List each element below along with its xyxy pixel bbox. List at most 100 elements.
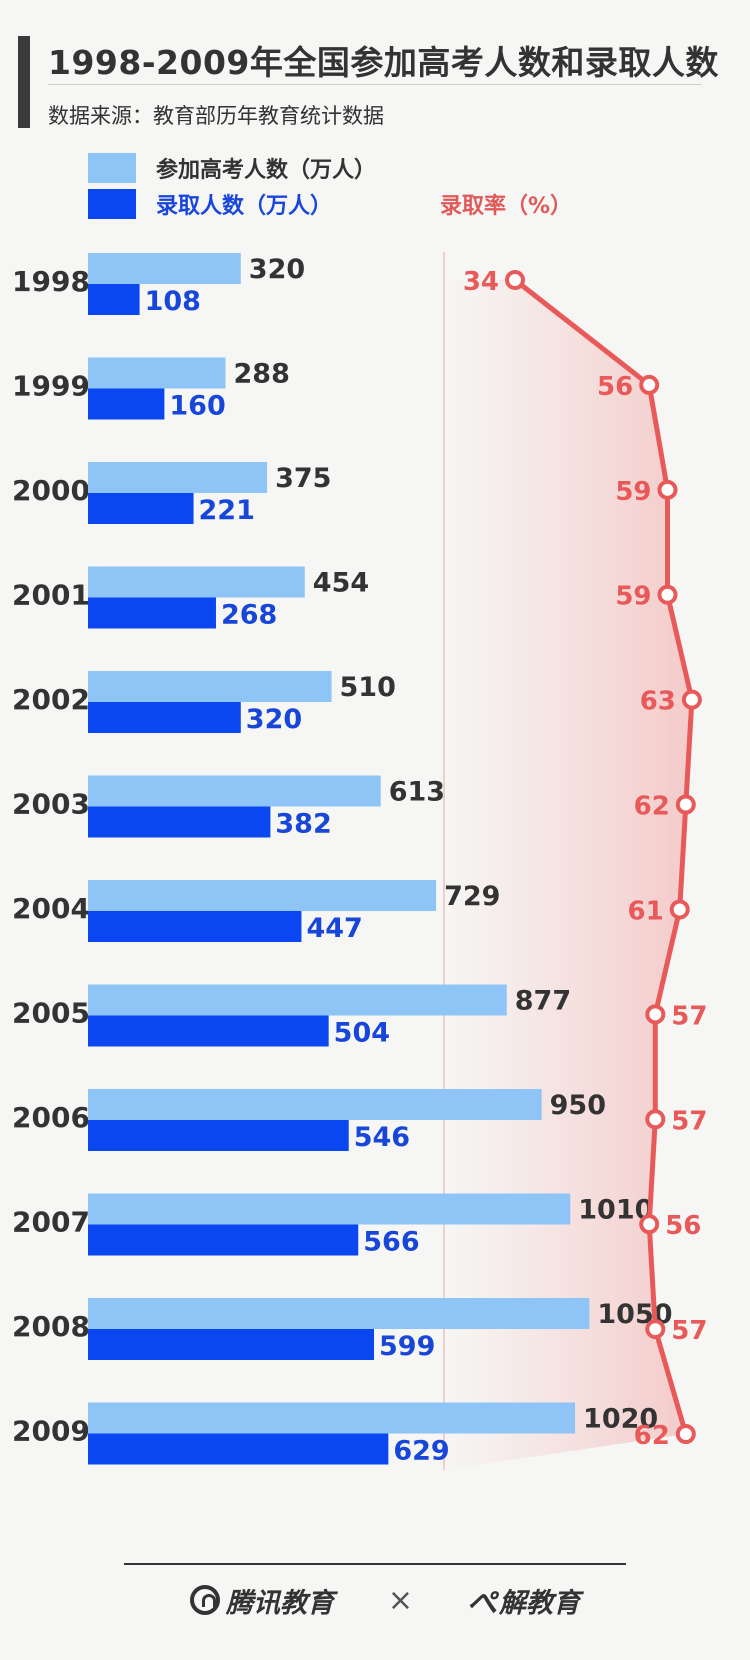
year-label: 2005 bbox=[12, 997, 90, 1030]
rate-value-label: 56 bbox=[665, 1211, 701, 1241]
year-label: 2009 bbox=[12, 1415, 90, 1448]
rate-value-label: 57 bbox=[671, 1001, 707, 1031]
bar-applicants bbox=[88, 1298, 590, 1329]
bar-applicants bbox=[88, 1089, 542, 1120]
bar-admitted-value: 160 bbox=[169, 391, 225, 422]
bar-applicants-value: 950 bbox=[550, 1090, 606, 1121]
rate-point bbox=[645, 1319, 666, 1340]
rate-value-label: 59 bbox=[615, 582, 651, 612]
legend-applicants: 参加高考人数（万人） bbox=[88, 152, 376, 184]
bar-applicants bbox=[88, 984, 507, 1016]
brand-jiejiaoyu-label: 解教育 bbox=[498, 1587, 580, 1619]
bar-applicants bbox=[88, 1402, 576, 1434]
bar-admitted-value: 566 bbox=[363, 1227, 419, 1258]
rate-value-label: 63 bbox=[640, 687, 676, 717]
bar-applicants-value: 1020 bbox=[583, 1404, 658, 1435]
legend-swatch-applicants bbox=[88, 153, 136, 183]
bar-applicants bbox=[88, 357, 226, 389]
year-label: 2008 bbox=[12, 1310, 90, 1343]
year-label: 1998 bbox=[12, 265, 90, 298]
rate-point bbox=[505, 270, 525, 290]
brand-jiejiaoyu: ぺ 解教育 bbox=[467, 1578, 580, 1622]
bar-applicants bbox=[88, 671, 332, 702]
year-label: 2002 bbox=[12, 683, 90, 716]
bar-admitted bbox=[88, 702, 241, 733]
separator-icon: × bbox=[387, 1582, 414, 1618]
rate-value-label: 61 bbox=[628, 896, 664, 926]
title-divider bbox=[48, 84, 702, 85]
bar-admitted bbox=[88, 1433, 389, 1465]
rate-area bbox=[444, 280, 692, 1470]
bar-applicants bbox=[88, 253, 241, 284]
rate-point bbox=[657, 584, 678, 605]
bar-admitted bbox=[88, 284, 140, 315]
legend-swatch-admitted bbox=[88, 189, 136, 219]
rate-point bbox=[645, 1004, 666, 1025]
year-label: 2004 bbox=[12, 892, 90, 925]
bar-admitted-value: 320 bbox=[246, 704, 302, 735]
rate-line bbox=[513, 278, 695, 1435]
rate-value-label: 56 bbox=[597, 372, 633, 402]
rate-point bbox=[639, 1214, 660, 1235]
rate-value-label: 62 bbox=[634, 1421, 670, 1451]
bar-admitted-value: 108 bbox=[145, 286, 201, 317]
bar-admitted bbox=[88, 493, 194, 524]
rate-point bbox=[669, 899, 690, 920]
bar-admitted-value: 382 bbox=[275, 809, 331, 840]
footer-divider bbox=[124, 1563, 626, 1565]
rate-point bbox=[645, 1109, 666, 1130]
rate-value-label: 34 bbox=[463, 267, 499, 297]
bar-admitted-value: 546 bbox=[354, 1122, 410, 1153]
bar-applicants bbox=[88, 1193, 571, 1225]
bar-applicants-value: 877 bbox=[515, 986, 571, 1017]
legend-label-admitted: 录取人数（万人） bbox=[156, 194, 333, 219]
rate-value-label: 59 bbox=[615, 477, 651, 507]
footer: 腾讯教育 × ぺ 解教育 bbox=[190, 1575, 580, 1625]
year-label: 2001 bbox=[12, 579, 90, 612]
bar-admitted bbox=[88, 388, 165, 420]
bar-applicants bbox=[88, 566, 305, 598]
rate-point bbox=[681, 689, 702, 710]
brand-tencent: 腾讯教育 bbox=[190, 1581, 334, 1620]
rate-point bbox=[639, 374, 660, 395]
data-source: 数据来源：教育部历年教育统计数据 bbox=[48, 104, 384, 128]
bar-admitted bbox=[88, 1015, 329, 1047]
bar-applicants bbox=[88, 462, 268, 493]
year-label: 2003 bbox=[12, 788, 90, 821]
bar-admitted-value: 599 bbox=[379, 1331, 435, 1362]
legend-label-rate: 录取率（%） bbox=[440, 194, 573, 219]
bar-admitted bbox=[88, 1329, 375, 1360]
bar-admitted bbox=[88, 1224, 359, 1256]
brand-tencent-label: 腾讯教育 bbox=[226, 1587, 334, 1619]
chart-title: 1998-2009年全国参加高考人数和录取人数 bbox=[48, 43, 719, 82]
bar-applicants-value: 729 bbox=[444, 881, 500, 912]
bar-admitted bbox=[88, 1120, 349, 1151]
bar-applicants bbox=[88, 880, 437, 911]
bar-admitted bbox=[88, 911, 302, 942]
bar-admitted-value: 447 bbox=[306, 913, 362, 944]
rate-point bbox=[657, 479, 678, 500]
year-label: 2006 bbox=[12, 1101, 90, 1134]
rate-value-label: 57 bbox=[671, 1106, 707, 1136]
legend-admitted: 录取人数（万人） bbox=[88, 188, 332, 220]
title-accent-bar bbox=[18, 36, 30, 128]
bar-admitted-value: 504 bbox=[334, 1018, 390, 1049]
rate-point bbox=[675, 794, 696, 815]
bar-applicants-value: 510 bbox=[340, 672, 396, 703]
bar-applicants-value: 454 bbox=[313, 568, 369, 599]
rate-value-label: 57 bbox=[671, 1316, 707, 1346]
bar-admitted-value: 221 bbox=[199, 495, 255, 526]
bar-admitted-value: 629 bbox=[393, 1436, 449, 1467]
rate-point bbox=[675, 1424, 696, 1444]
legend-label-applicants: 参加高考人数（万人） bbox=[156, 158, 377, 183]
tencent-logo-icon bbox=[190, 1585, 220, 1615]
rate-value-label: 62 bbox=[634, 792, 670, 822]
year-label: 2000 bbox=[12, 474, 90, 507]
year-label: 1999 bbox=[12, 370, 90, 403]
bar-admitted bbox=[88, 806, 271, 838]
bar-applicants bbox=[88, 775, 381, 807]
bar-admitted bbox=[88, 597, 216, 629]
bar-applicants-value: 613 bbox=[389, 777, 445, 808]
jie-logo-icon: ぺ bbox=[466, 1586, 497, 1621]
